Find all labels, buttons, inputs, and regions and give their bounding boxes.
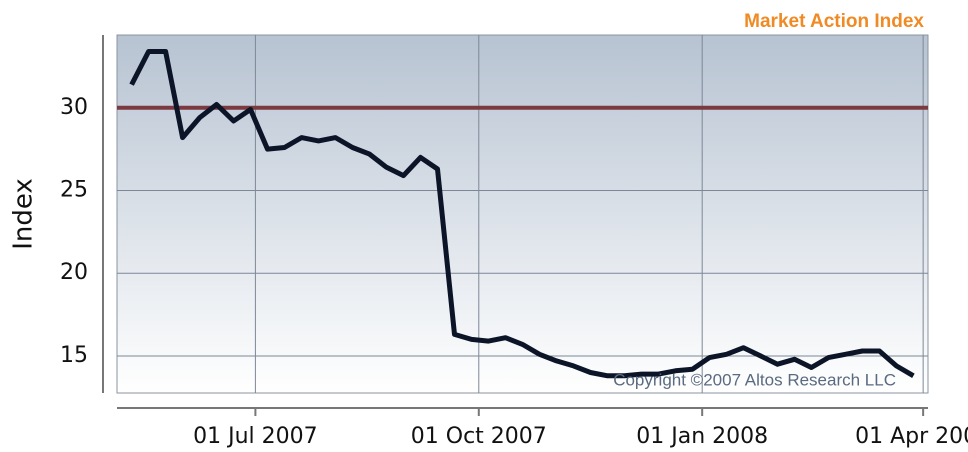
x-tick-label: 01 Jul 2007: [193, 424, 318, 449]
x-tick-label: 01 Jan 2008: [636, 424, 768, 449]
line-series: [129, 49, 915, 379]
y-tick-label: 20: [60, 260, 88, 285]
chart-title: Market Action Index: [744, 11, 924, 32]
y-tick-label: 30: [60, 95, 88, 120]
y-axis-label: Index: [9, 178, 39, 250]
y-tick-label: 25: [60, 178, 88, 203]
copyright: Copyright ©2007 Altos Research LLC: [613, 370, 896, 389]
plot-area: [116, 34, 929, 394]
y-tick-label: 15: [60, 343, 88, 368]
x-tick-label: 01 Oct 2007: [411, 424, 547, 449]
x-tick-label: 01 Apr 2008: [855, 424, 968, 449]
